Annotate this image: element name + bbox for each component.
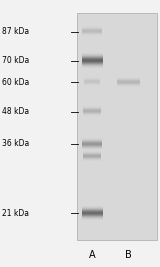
- Text: 36 kDa: 36 kDa: [2, 139, 29, 148]
- Text: 70 kDa: 70 kDa: [2, 56, 29, 65]
- Text: 48 kDa: 48 kDa: [2, 107, 29, 116]
- Text: 21 kDa: 21 kDa: [2, 209, 29, 218]
- Bar: [77, 13, 157, 240]
- Text: 87 kDa: 87 kDa: [2, 27, 29, 36]
- Text: B: B: [125, 250, 131, 260]
- Text: A: A: [89, 250, 95, 260]
- Text: 60 kDa: 60 kDa: [2, 78, 29, 87]
